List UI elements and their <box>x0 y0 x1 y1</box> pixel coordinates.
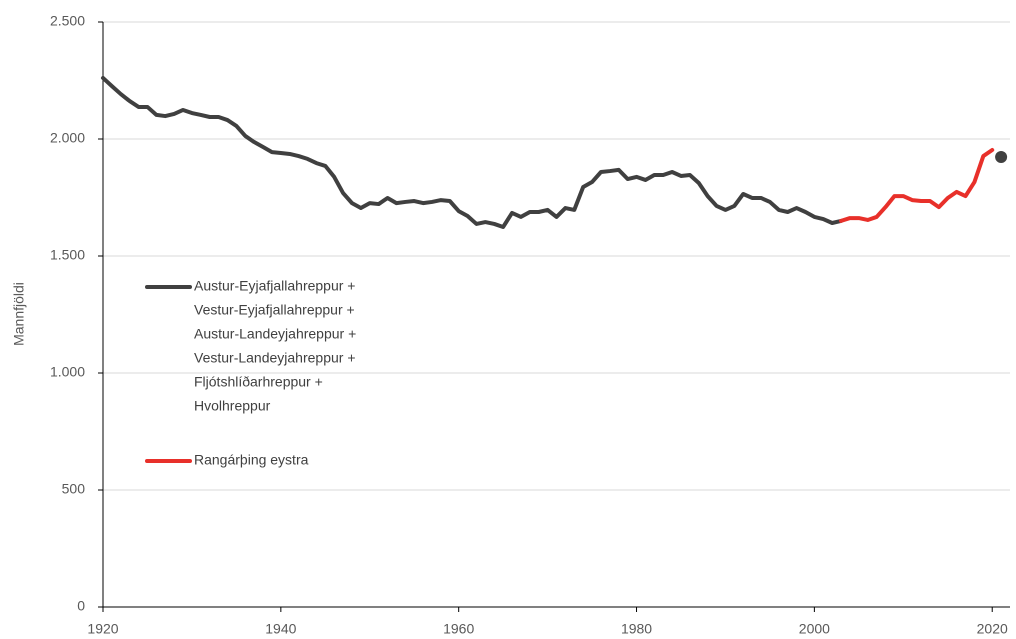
y-tick-label: 2.500 <box>50 13 85 29</box>
y-tick-label: 1.500 <box>50 247 85 263</box>
y-tick-label: 2.000 <box>50 130 85 146</box>
legend-label: Fljótshlíðarhreppur + <box>194 374 323 390</box>
y-tick-label: 1.000 <box>50 364 85 380</box>
legend-label: Austur-Eyjafjallahreppur + <box>194 278 355 294</box>
x-tick-label: 2020 <box>977 621 1008 637</box>
y-tick-label: 500 <box>62 481 86 497</box>
x-tick-label: 2000 <box>799 621 830 637</box>
y-tick-label: 0 <box>77 598 85 614</box>
legend-label: Vestur-Landeyjahreppur + <box>194 350 356 366</box>
x-tick-label: 1980 <box>621 621 652 637</box>
line-series <box>839 147 995 223</box>
y-axis-label: Mannfjöldi <box>11 282 27 346</box>
line-series <box>101 75 844 229</box>
marker-point <box>995 151 1008 164</box>
legend-label: Vestur-Eyjafjallahreppur + <box>194 302 355 318</box>
x-tick-label: 1940 <box>265 621 296 637</box>
legend-label: Hvolhreppur <box>194 398 271 414</box>
legend-label: Rangárþing eystra <box>194 452 309 468</box>
x-tick-label: 1920 <box>87 621 118 637</box>
x-tick-label: 1960 <box>443 621 474 637</box>
legend-label: Austur-Landeyjahreppur + <box>194 326 356 342</box>
